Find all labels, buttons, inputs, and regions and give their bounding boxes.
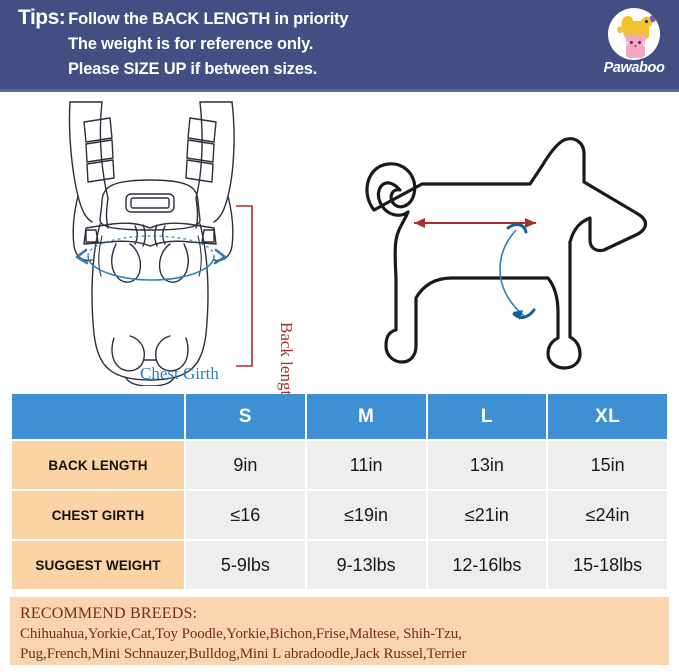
row-label-suggest-weight: SUGGEST WEIGHT [12,541,184,589]
header-divider-rule [0,89,679,92]
chest-girth-arrow-right [213,248,227,265]
tips-line-2: The weight is for reference only. [68,35,314,53]
table-row-chest-girth: CHEST GIRTH ≤16 ≤19in ≤21in ≤24in [12,491,667,539]
cell-suggest-weight-m: 9-13lbs [306,541,426,589]
back-length-bracket [236,205,253,367]
chest-girth-loop [499,229,525,317]
logo-wordmark: Pawaboo [603,60,665,76]
column-header-l: L [427,394,547,439]
cell-chest-girth-l: ≤21in [427,491,547,539]
cell-suggest-weight-s: 5-9lbs [186,541,305,589]
table-corner-cell [12,394,184,439]
tips-line-3: Please SIZE UP if between sizes. [68,60,318,78]
tips-text-block: Tips: Follow the BACK LENGTH in priority … [18,5,578,82]
row-label-chest-girth: CHEST GIRTH [12,491,184,539]
back-length-arrow [414,218,536,228]
row-label-back-length: BACK LENGTH [12,441,184,489]
column-header-m: M [306,394,426,439]
chest-girth-arrow-bottom [512,308,536,319]
column-header-s: S [186,394,305,439]
tips-line-1-text: Follow the BACK LENGTH in priority [68,10,349,28]
carrier-illustration: Chest Girth Back length [40,94,330,404]
dog-illustration: Back length Chest Girth [352,122,670,380]
cell-suggest-weight-xl: 15-18lbs [548,541,667,589]
carrier-outline-drawing [68,101,253,387]
size-chart-table: S M L XL BACK LENGTH 9in 11in 13in 15in … [10,392,669,591]
recommend-breeds-line-2: Pug,French,Mini Schnauzer,Bulldog,Mini L… [20,646,467,662]
brand-logo: Pawaboo [597,8,671,84]
table-header-row: S M L XL [12,394,667,439]
chest-girth-arrow-top [506,223,528,234]
cell-chest-girth-xl: ≤24in [548,491,667,539]
recommend-breeds-line-1: Chihuahua,Yorkie,Cat,Toy Poodle,Yorkie,B… [20,626,462,642]
logo-circle-badge [608,8,660,60]
table-row-back-length: BACK LENGTH 9in 11in 13in 15in [12,441,667,489]
cell-back-length-l: 13in [427,441,547,489]
chest-girth-label-left: Chest Girth [140,364,219,383]
cell-back-length-xl: 15in [548,441,667,489]
recommend-breeds-title: RECOMMEND BREEDS: [20,605,198,622]
cell-chest-girth-m: ≤19in [306,491,426,539]
chest-girth-arrow-left [75,248,89,265]
dog-outline-drawing [365,137,648,370]
tips-header-band [0,0,679,92]
column-header-xl: XL [548,394,667,439]
cell-chest-girth-s: ≤16 [186,491,305,539]
tips-line-1: Tips: Follow the BACK LENGTH in priority [18,5,578,32]
table-row-suggest-weight: SUGGEST WEIGHT 5-9lbs 9-13lbs 12-16lbs 1… [12,541,667,589]
cell-suggest-weight-l: 12-16lbs [427,541,547,589]
tips-lead-label: Tips: [18,6,66,29]
dog-and-cat-icon [617,15,656,58]
cell-back-length-m: 11in [306,441,426,489]
recommend-breeds-box: RECOMMEND BREEDS: Chihuahua,Yorkie,Cat,T… [10,597,669,665]
cell-back-length-s: 9in [186,441,305,489]
